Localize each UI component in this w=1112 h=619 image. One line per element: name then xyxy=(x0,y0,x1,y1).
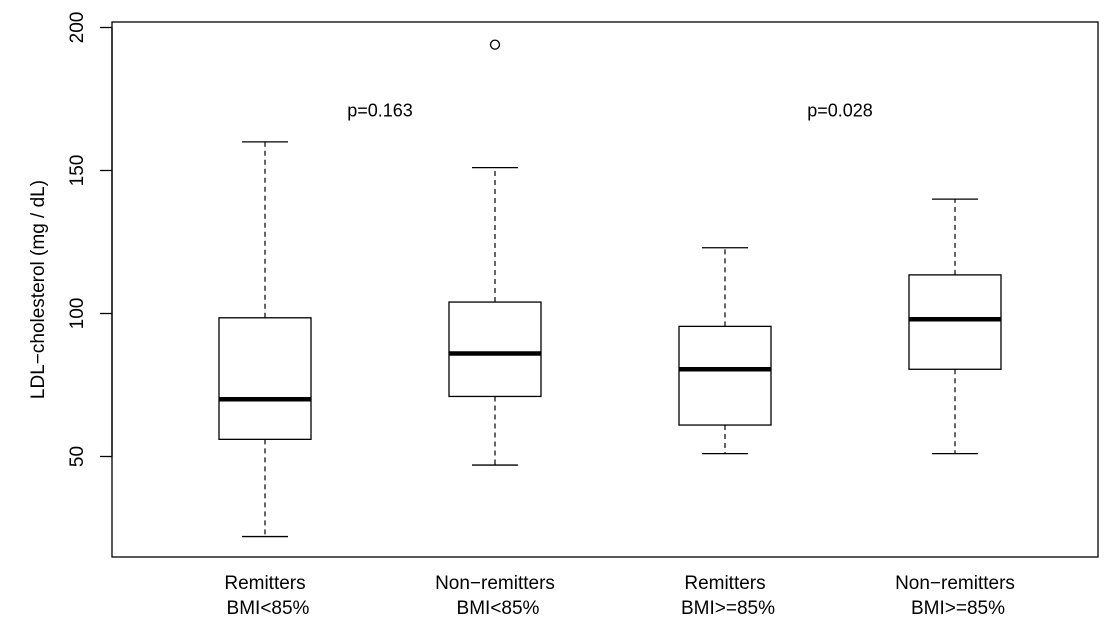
iqr-box xyxy=(448,301,542,398)
x-category-label: Non−remitters xyxy=(895,573,1015,594)
x-category-label: BMI>=85% xyxy=(681,598,775,619)
x-category-label: Remitters xyxy=(684,573,765,594)
iqr-box xyxy=(678,325,772,426)
iqr-box xyxy=(908,274,1002,370)
outlier-point xyxy=(489,39,501,50)
x-category-label: BMI<85% xyxy=(457,598,540,619)
y-axis-title: LDL−cholesterol (mg / dL) xyxy=(28,180,49,399)
x-category-label: Remitters xyxy=(224,573,305,594)
y-tick-label: 200 xyxy=(67,12,88,44)
annotations: p=0.163 p=0.028 xyxy=(347,100,873,120)
p-value-annotation: p=0.163 xyxy=(347,100,413,120)
p-value-annotation: p=0.028 xyxy=(807,100,873,120)
y-axis: 50 100 150 200 xyxy=(67,12,113,467)
y-tick-label: 100 xyxy=(67,298,88,330)
box-group xyxy=(218,141,312,538)
y-tick-label: 50 xyxy=(67,446,88,467)
iqr-box xyxy=(218,317,312,440)
x-category-label: BMI<85% xyxy=(227,598,310,619)
x-axis-labels: Remitters BMI<85% Non−remitters BMI<85% Remi… xyxy=(224,573,1015,619)
box-group xyxy=(678,247,772,455)
x-category-label: BMI>=85% xyxy=(911,598,1005,619)
y-tick-label: 150 xyxy=(67,155,88,187)
x-category-label: Non−remitters xyxy=(435,573,555,594)
box-group xyxy=(448,39,542,466)
boxes xyxy=(218,39,1002,538)
box-group xyxy=(908,198,1002,455)
